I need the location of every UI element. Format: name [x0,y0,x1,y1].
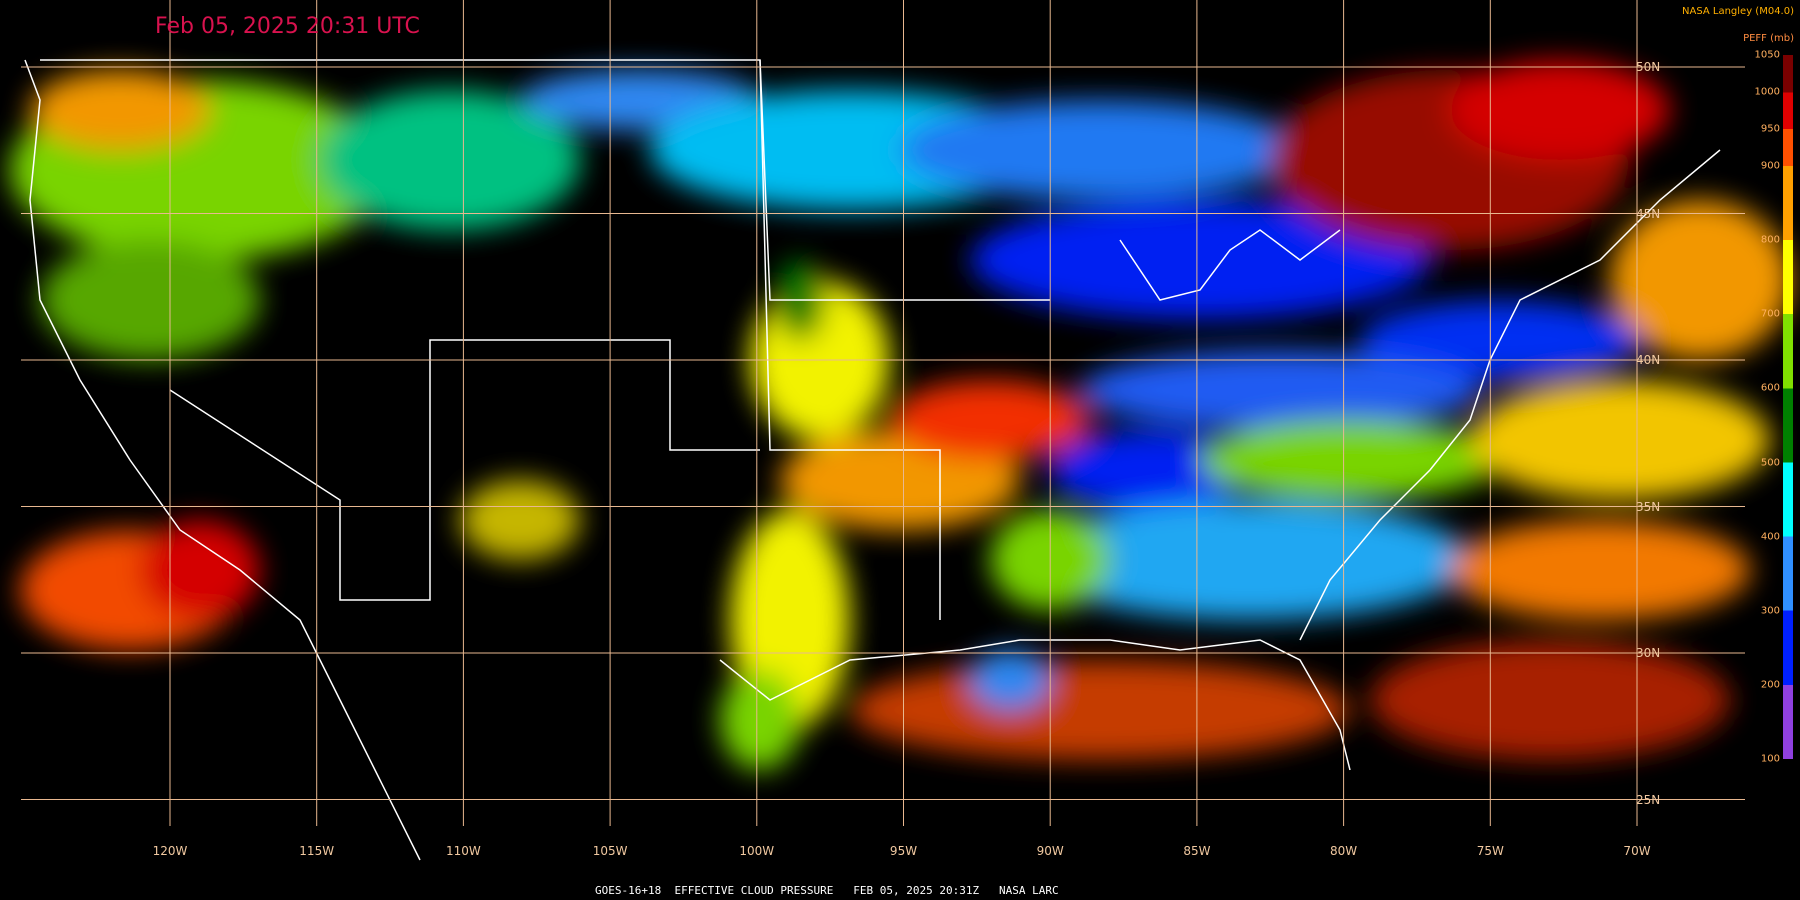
latitude-label: 45N [1636,206,1661,221]
colorbar-tick-label: 800 [1760,234,1780,246]
colorbar-tick-label: 900 [1760,160,1780,172]
latitude-label: 30N [1636,646,1661,660]
colorbar-tick-label: 300 [1760,605,1780,617]
longitude-label: 110W [446,844,481,858]
longitude-label: 120W [152,844,188,858]
colorbar-label: PEFF (mb) [1743,33,1794,44]
latitude-label: 25N [1636,792,1661,807]
colorbar-tick-label: 200 [1760,679,1780,691]
colorbar-tick-label: 1050 [1754,49,1780,61]
colorbar-tick-label: 950 [1760,123,1780,135]
latitude-label: 35N [1636,499,1661,514]
colorbar [1783,55,1793,759]
longitude-label: 100W [739,844,775,858]
credit: NASA Langley (M04.0) [1682,6,1794,17]
longitude-label: 70W [1623,844,1651,858]
longitude-label: 75W [1476,844,1504,858]
colorbar-tick-label: 700 [1760,308,1780,320]
colorbar-tick-label: 1000 [1754,86,1780,98]
longitude-label: 95W [889,844,918,858]
longitude-label: 80W [1330,844,1358,858]
longitude-label: 115W [299,844,335,858]
colorbar-tick-label: 500 [1760,457,1780,469]
longitude-label: 90W [1036,844,1064,858]
colorbar-tick-label: 600 [1760,382,1780,394]
footer: GOES-16+18 EFFECTIVE CLOUD PRESSURE FEB … [595,884,1059,897]
longitude-label: 105W [592,844,628,858]
latitude-label: 40N [1636,353,1661,367]
colorbar-tick-label: 100 [1760,753,1780,765]
colorbar-tick-label: 400 [1760,531,1780,543]
longitude-label: 85W [1183,844,1211,858]
latitude-label: 50N [1636,60,1661,74]
title: Feb 05, 2025 20:31 UTC [155,14,420,39]
